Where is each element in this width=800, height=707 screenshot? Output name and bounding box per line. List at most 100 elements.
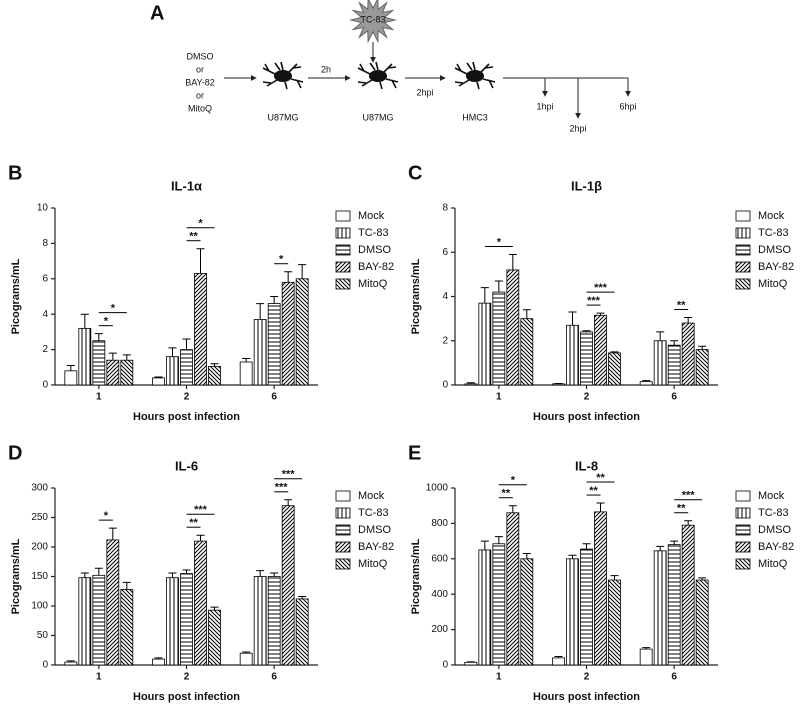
legend-label: MitoQ — [358, 278, 388, 290]
error-bar — [66, 660, 75, 663]
significance-label: ** — [189, 517, 198, 529]
bar — [681, 322, 695, 386]
significance-label: * — [198, 218, 203, 230]
y-tick-label: 10 — [37, 203, 49, 214]
bar — [166, 577, 179, 666]
x-axis-label: Hours post infection — [533, 411, 640, 423]
y-tick-label: 1000 — [426, 483, 449, 494]
x-axis-label: Hours post infection — [533, 691, 640, 703]
bar — [92, 340, 106, 386]
bar — [295, 278, 309, 386]
legend-swatch — [735, 278, 751, 290]
bar — [267, 576, 281, 666]
treatment-label: or — [196, 90, 204, 100]
legend-swatch — [335, 490, 351, 502]
bar — [667, 544, 681, 666]
cell-icon — [454, 61, 496, 90]
legend-swatch — [735, 507, 751, 519]
x-tick-label: 2 — [184, 672, 190, 683]
error-bar — [582, 330, 591, 332]
treatment-label: MitoQ — [188, 103, 212, 113]
bar — [92, 574, 106, 666]
error-bar — [508, 505, 517, 513]
chart-title: IL-6 — [175, 458, 198, 473]
error-bar — [242, 651, 251, 654]
treatment-label: BAY-82 — [185, 77, 215, 87]
error-bar — [480, 540, 489, 550]
legend-label: DMSO — [758, 244, 791, 256]
legend-label: DMSO — [758, 524, 791, 536]
bar — [152, 658, 165, 666]
bar — [64, 661, 78, 666]
y-axis-label: Picograms/mL — [10, 258, 22, 334]
y-tick-label: 0 — [42, 660, 48, 671]
error-bar — [698, 577, 707, 581]
error-bar — [182, 338, 191, 350]
error-bar — [210, 606, 219, 611]
legend-swatch — [735, 490, 751, 502]
error-bar — [494, 280, 503, 293]
y-tick-label: 150 — [31, 571, 48, 582]
cell-label: U87MG — [267, 112, 298, 122]
bar — [478, 302, 492, 386]
error-bar — [522, 309, 531, 319]
chart-title: IL-1α — [171, 178, 202, 193]
chart-title: IL-1β — [571, 178, 602, 193]
error-bar — [656, 545, 665, 551]
error-bar — [642, 647, 651, 650]
significance-label: * — [279, 254, 284, 266]
x-tick-label: 2 — [184, 392, 190, 403]
error-bar — [582, 543, 591, 550]
panel-letter: A — [150, 2, 164, 24]
legend-label: MitoQ — [758, 278, 788, 290]
treatment-label: or — [196, 64, 204, 74]
legend-swatch — [335, 278, 351, 290]
legend-label: DMSO — [358, 524, 391, 536]
y-tick-label: 0 — [442, 660, 448, 671]
significance-label: * — [511, 475, 516, 487]
error-bar — [80, 313, 89, 329]
error-bar — [210, 363, 219, 367]
legend-swatch — [335, 227, 351, 239]
error-bar — [256, 303, 265, 320]
error-bar — [642, 380, 651, 382]
error-bar — [656, 331, 665, 341]
time-label: 1hpi — [536, 101, 553, 111]
bar — [552, 657, 565, 666]
panel-letter: B — [8, 162, 22, 184]
bar — [695, 579, 709, 666]
time-label: 6hpi — [619, 101, 636, 111]
bar — [639, 648, 653, 666]
error-bar — [168, 572, 177, 578]
error-bar — [554, 656, 563, 658]
error-bar — [154, 657, 163, 660]
legend-swatch — [335, 541, 351, 553]
legend-label: DMSO — [358, 244, 391, 256]
virus-label: TC-83 — [360, 14, 385, 24]
error-bar — [284, 499, 293, 506]
significance-label: *** — [275, 482, 289, 494]
bar — [653, 340, 667, 386]
y-tick-label: 2 — [442, 335, 448, 346]
legend-swatch — [735, 244, 751, 256]
y-tick-label: 300 — [31, 483, 48, 494]
legend-swatch — [335, 261, 351, 273]
legend-swatch — [735, 541, 751, 553]
cell-label: U87MG — [362, 112, 393, 122]
panel-letter: E — [408, 442, 421, 464]
significance-label: * — [497, 236, 502, 248]
significance-label: *** — [282, 469, 296, 481]
error-bar — [196, 534, 205, 542]
error-bar — [522, 552, 531, 559]
legend-label: BAY-82 — [758, 261, 794, 273]
error-bar — [284, 271, 293, 283]
error-bar — [698, 345, 707, 350]
y-tick-label: 800 — [431, 518, 448, 529]
bar — [506, 269, 520, 386]
legend-swatch — [735, 524, 751, 536]
legend-label: BAY-82 — [758, 541, 794, 553]
legend-swatch — [735, 210, 751, 222]
error-bar — [466, 382, 475, 384]
significance-label: * — [104, 510, 109, 522]
significance-label: *** — [194, 504, 208, 516]
